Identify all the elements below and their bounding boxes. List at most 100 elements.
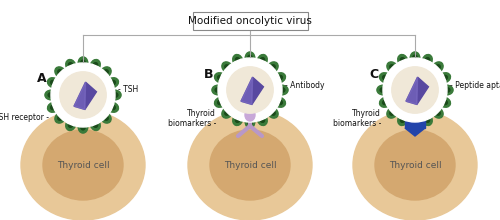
Ellipse shape [383, 58, 447, 122]
Ellipse shape [382, 100, 388, 104]
Ellipse shape [380, 73, 392, 83]
Polygon shape [406, 77, 428, 104]
Ellipse shape [248, 55, 252, 61]
Ellipse shape [103, 70, 108, 75]
Ellipse shape [387, 107, 398, 118]
Ellipse shape [438, 97, 450, 107]
Polygon shape [406, 77, 417, 104]
Text: Modified oncolytic virus: Modified oncolytic virus [188, 16, 312, 26]
Ellipse shape [43, 130, 123, 200]
Ellipse shape [432, 107, 443, 118]
Ellipse shape [236, 117, 240, 122]
Ellipse shape [100, 112, 111, 123]
Ellipse shape [270, 65, 275, 70]
Ellipse shape [435, 110, 440, 115]
Ellipse shape [438, 73, 450, 83]
Ellipse shape [66, 60, 76, 71]
Text: C: C [369, 68, 378, 81]
Ellipse shape [400, 58, 405, 63]
Ellipse shape [93, 122, 98, 127]
Ellipse shape [45, 90, 57, 100]
Ellipse shape [260, 58, 264, 63]
Ellipse shape [425, 117, 430, 122]
Ellipse shape [410, 116, 420, 128]
Ellipse shape [78, 121, 88, 133]
Ellipse shape [442, 100, 448, 104]
Text: A: A [37, 73, 46, 86]
Ellipse shape [222, 107, 233, 118]
Ellipse shape [432, 62, 443, 73]
Ellipse shape [110, 105, 116, 110]
Ellipse shape [68, 63, 73, 68]
Ellipse shape [353, 110, 477, 220]
Text: - Peptide aptamers: - Peptide aptamers [450, 81, 500, 90]
Ellipse shape [442, 75, 448, 80]
Ellipse shape [188, 110, 312, 220]
Ellipse shape [93, 63, 98, 68]
Polygon shape [74, 82, 96, 109]
Ellipse shape [390, 110, 395, 115]
Bar [192, 12, 308, 30]
Ellipse shape [279, 88, 285, 92]
Ellipse shape [413, 119, 417, 125]
Ellipse shape [103, 115, 108, 120]
Ellipse shape [422, 55, 432, 66]
Ellipse shape [245, 116, 255, 128]
Ellipse shape [276, 85, 288, 95]
Ellipse shape [58, 70, 63, 75]
Ellipse shape [435, 65, 440, 70]
Ellipse shape [214, 73, 226, 83]
Text: Thyroid cell: Thyroid cell [388, 161, 442, 169]
Text: - Antibody: - Antibody [285, 81, 325, 90]
Ellipse shape [398, 55, 408, 66]
Ellipse shape [387, 62, 398, 73]
Ellipse shape [60, 72, 106, 118]
Ellipse shape [218, 100, 223, 104]
Ellipse shape [260, 117, 264, 122]
Text: Thyroid cell: Thyroid cell [224, 161, 276, 169]
Polygon shape [405, 128, 425, 136]
Ellipse shape [277, 100, 282, 104]
Ellipse shape [100, 67, 111, 78]
Ellipse shape [109, 90, 121, 100]
Ellipse shape [48, 102, 60, 112]
Ellipse shape [218, 58, 282, 122]
Ellipse shape [222, 62, 233, 73]
Ellipse shape [112, 93, 118, 97]
Ellipse shape [55, 67, 66, 78]
Ellipse shape [106, 102, 118, 112]
Text: B: B [204, 68, 214, 81]
Ellipse shape [248, 119, 252, 125]
Ellipse shape [380, 97, 392, 107]
Ellipse shape [210, 130, 290, 200]
Ellipse shape [81, 124, 85, 130]
Ellipse shape [48, 93, 54, 97]
Ellipse shape [380, 88, 386, 92]
Ellipse shape [267, 62, 278, 73]
Ellipse shape [398, 114, 408, 125]
Ellipse shape [78, 57, 88, 69]
Ellipse shape [66, 119, 76, 130]
Ellipse shape [390, 65, 395, 70]
Ellipse shape [90, 60, 101, 71]
Ellipse shape [68, 122, 73, 127]
Ellipse shape [55, 112, 66, 123]
Ellipse shape [48, 78, 60, 88]
Ellipse shape [236, 58, 240, 63]
Text: Thyroid cell: Thyroid cell [56, 161, 110, 169]
Ellipse shape [377, 85, 389, 95]
Text: Thyroid: Thyroid [352, 110, 381, 119]
Ellipse shape [232, 114, 243, 125]
Ellipse shape [212, 85, 224, 95]
Ellipse shape [81, 60, 85, 66]
Text: biomarkers -: biomarkers - [332, 119, 381, 128]
Ellipse shape [270, 110, 275, 115]
Ellipse shape [410, 52, 420, 64]
Ellipse shape [392, 67, 438, 113]
Ellipse shape [444, 88, 450, 92]
Bar [407, 98, 423, 120]
Text: Thyroid: Thyroid [187, 110, 216, 119]
Ellipse shape [257, 55, 268, 66]
Ellipse shape [257, 114, 268, 125]
Ellipse shape [413, 55, 417, 61]
